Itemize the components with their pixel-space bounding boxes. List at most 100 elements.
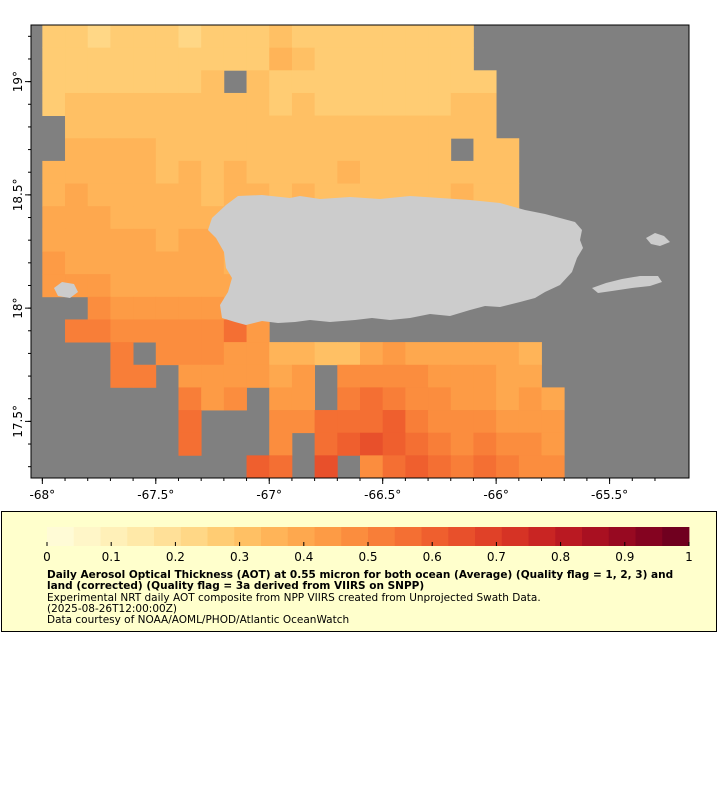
colorbar-swatch bbox=[314, 527, 342, 546]
aot-cell bbox=[223, 387, 247, 411]
aot-cell bbox=[223, 115, 247, 139]
aot-cell bbox=[178, 47, 202, 71]
aot-cell bbox=[473, 364, 497, 388]
aot-cell bbox=[269, 410, 293, 434]
aot-cell bbox=[87, 274, 111, 298]
aot-cell bbox=[42, 206, 66, 230]
aot-cell bbox=[428, 70, 452, 94]
aot-cell bbox=[223, 138, 247, 162]
aot-cell bbox=[133, 228, 157, 252]
aot-cell bbox=[65, 183, 89, 207]
aot-cell bbox=[201, 160, 225, 184]
aot-cell bbox=[518, 364, 542, 388]
aot-cell bbox=[246, 47, 270, 71]
aot-cell bbox=[360, 364, 384, 388]
aot-cell bbox=[450, 410, 474, 434]
aot-cell bbox=[87, 319, 111, 343]
aot-cell bbox=[269, 92, 293, 116]
colorbar-swatch bbox=[368, 527, 396, 546]
aot-cell bbox=[360, 160, 384, 184]
aot-cell bbox=[269, 432, 293, 456]
aot-cell bbox=[178, 251, 202, 275]
aot-cell bbox=[223, 319, 247, 343]
aot-cell bbox=[178, 138, 202, 162]
aot-cell bbox=[133, 319, 157, 343]
aot-cell bbox=[428, 410, 452, 434]
aot-cell bbox=[201, 25, 225, 49]
colorbar-tick-label: 0.1 bbox=[102, 550, 121, 564]
aot-cell bbox=[87, 228, 111, 252]
aot-cell bbox=[155, 342, 179, 366]
aot-cell bbox=[110, 160, 134, 184]
aot-cell bbox=[337, 160, 361, 184]
colorbar-tick-label: 0 bbox=[43, 550, 51, 564]
aot-cell bbox=[428, 92, 452, 116]
aot-cell bbox=[42, 183, 66, 207]
aot-cell bbox=[337, 410, 361, 434]
x-tick-label: -68° bbox=[30, 488, 56, 502]
aot-cell bbox=[450, 115, 474, 139]
aot-cell bbox=[382, 115, 406, 139]
aot-cell bbox=[496, 455, 520, 479]
aot-cell bbox=[201, 183, 225, 207]
colorbar-ticks: 0 0.1 0.2 0.3 0.4 0.5 0.6 0.7 0.8 0.9 1 bbox=[43, 542, 693, 564]
aot-cell bbox=[178, 25, 202, 49]
aot-cell bbox=[473, 455, 497, 479]
aot-cell bbox=[246, 319, 270, 343]
aot-cell bbox=[450, 387, 474, 411]
aot-cell bbox=[314, 160, 338, 184]
aot-cell bbox=[382, 455, 406, 479]
aot-cell bbox=[473, 115, 497, 139]
aot-cell bbox=[518, 410, 542, 434]
x-tick-label: -66.5° bbox=[364, 488, 401, 502]
aot-cell bbox=[133, 296, 157, 320]
aot-cell bbox=[42, 228, 66, 252]
mona-island-land bbox=[54, 282, 78, 298]
aot-cell bbox=[405, 160, 429, 184]
aot-cell bbox=[178, 115, 202, 139]
aot-cell bbox=[473, 432, 497, 456]
aot-cell bbox=[246, 138, 270, 162]
aot-cell bbox=[42, 47, 66, 71]
aot-cell bbox=[133, 138, 157, 162]
aot-cell bbox=[87, 70, 111, 94]
y-tick-label: 19° bbox=[11, 71, 25, 92]
aot-cell bbox=[110, 138, 134, 162]
y-axis: 19° 18.5° 18° 17.5° bbox=[11, 35, 31, 468]
aot-cell bbox=[178, 296, 202, 320]
aot-cell bbox=[291, 47, 316, 71]
y-tick-label: 17.5° bbox=[11, 405, 25, 438]
aot-cell bbox=[155, 274, 179, 298]
aot-cell bbox=[110, 183, 134, 207]
aot-cell bbox=[178, 228, 202, 252]
aot-cell bbox=[496, 138, 520, 162]
aot-cell bbox=[155, 296, 179, 320]
aot-cell bbox=[405, 115, 429, 139]
aot-cell bbox=[133, 25, 157, 49]
aot-cell bbox=[110, 228, 134, 252]
aot-cell bbox=[337, 138, 361, 162]
aot-cell bbox=[405, 455, 429, 479]
aot-cell bbox=[314, 47, 338, 71]
aot-cell bbox=[65, 25, 89, 49]
aot-cell bbox=[518, 432, 542, 456]
aot-cell bbox=[314, 455, 338, 479]
colorbar-swatch bbox=[582, 527, 610, 546]
aot-cell bbox=[87, 183, 111, 207]
aot-cell bbox=[246, 92, 270, 116]
aot-cell bbox=[178, 206, 202, 230]
aot-cell bbox=[133, 70, 157, 94]
aot-cell bbox=[178, 160, 202, 184]
aot-cell bbox=[201, 70, 225, 94]
aot-cell bbox=[133, 183, 157, 207]
aot-cell bbox=[223, 92, 247, 116]
aot-cell bbox=[473, 160, 497, 184]
culebra-land bbox=[646, 233, 670, 246]
aot-cell bbox=[450, 160, 474, 184]
aot-cell bbox=[496, 183, 520, 207]
aot-cell bbox=[405, 364, 429, 388]
aot-cell bbox=[360, 47, 384, 71]
aot-cell bbox=[65, 160, 89, 184]
aot-cell bbox=[291, 138, 316, 162]
aot-cell bbox=[360, 342, 384, 366]
